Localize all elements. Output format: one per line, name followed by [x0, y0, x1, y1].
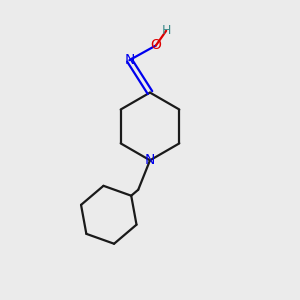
Text: N: N	[124, 53, 135, 67]
Text: N: N	[145, 153, 155, 167]
Text: O: O	[151, 38, 161, 52]
Text: H: H	[161, 24, 171, 37]
